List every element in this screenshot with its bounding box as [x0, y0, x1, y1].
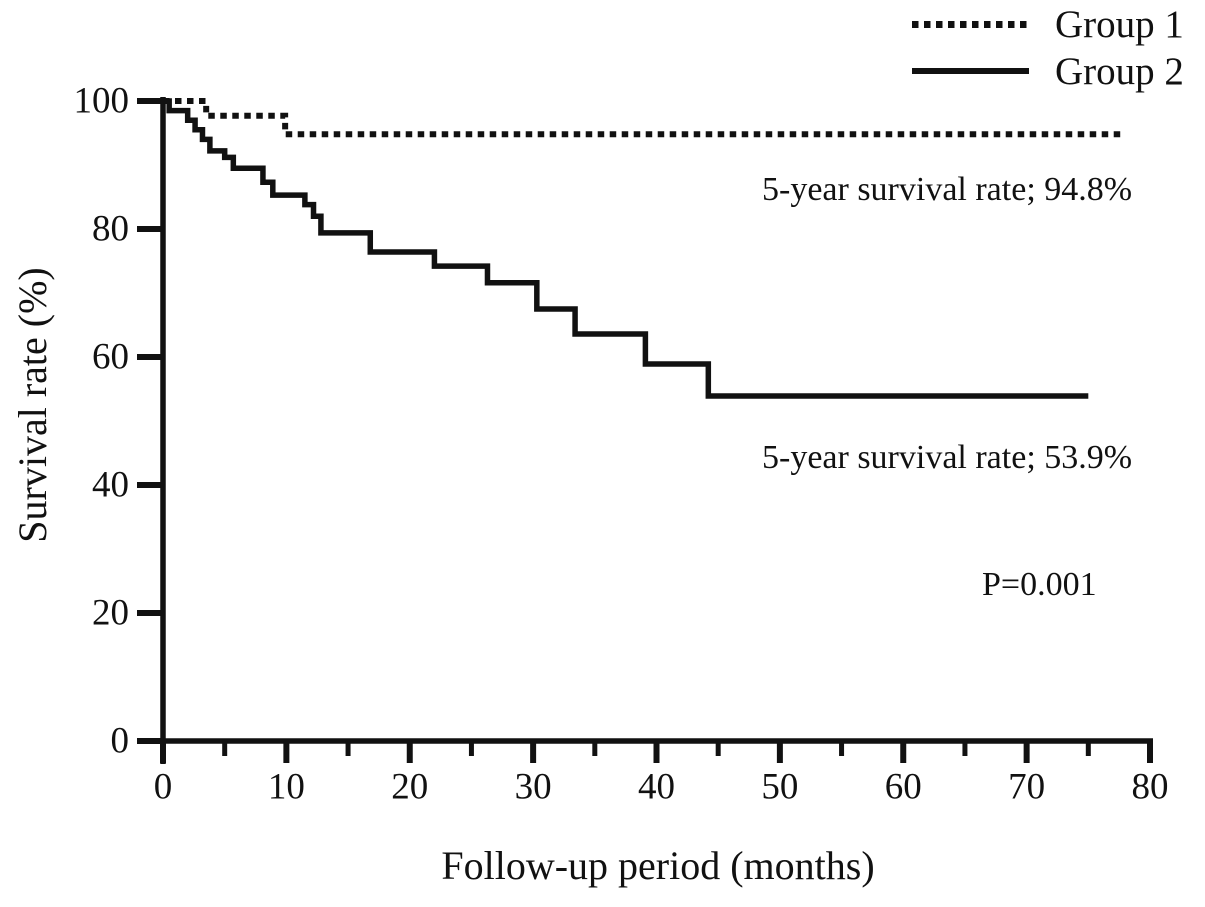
x-tick-label: 60: [885, 767, 922, 808]
legend-label-group1: Group 1: [1055, 2, 1184, 46]
group1-dotted-line-sample: [912, 20, 1029, 28]
legend-item-group2: Group 2: [912, 49, 1184, 93]
p-value-annotation: P=0.001: [982, 566, 1097, 603]
axis-tick-labels: 0 20 40 60 80 100 0 10 20 30 40 50 60 70 80: [74, 81, 1169, 808]
y-tick-label: 100: [74, 81, 130, 122]
y-tick-label: 0: [111, 721, 130, 762]
y-tick-label: 80: [92, 209, 129, 250]
y-tick-label: 20: [92, 593, 129, 634]
x-tick-label: 40: [638, 767, 675, 808]
x-tick-label: 20: [391, 767, 428, 808]
x-tick-label: 30: [515, 767, 552, 808]
y-axis-title: Survival rate (%): [10, 267, 55, 543]
x-axis-title: Follow-up period (months): [441, 843, 875, 888]
survival-curve-group2: [163, 98, 1089, 399]
x-tick-label: 80: [1132, 767, 1169, 808]
legend: Group 1 Group 2: [912, 2, 1184, 93]
group2-solid-line-sample: [912, 68, 1029, 74]
group2-survival-rate-annotation: 5-year survival rate; 53.9%: [762, 439, 1133, 476]
group1-survival-rate-annotation: 5-year survival rate; 94.8%: [762, 171, 1133, 208]
legend-item-group1: Group 1: [912, 2, 1184, 46]
y-tick-label: 60: [92, 337, 129, 378]
x-tick-label: 70: [1008, 767, 1045, 808]
axis-ticks: [137, 98, 1153, 763]
x-tick-label: 10: [268, 767, 305, 808]
x-tick-label: 0: [154, 767, 173, 808]
survival-curves: [163, 98, 1121, 399]
legend-label-group2: Group 2: [1055, 49, 1184, 93]
x-tick-label: 50: [761, 767, 798, 808]
y-tick-label: 40: [92, 465, 129, 506]
survival-curve-group1: [163, 98, 1121, 138]
